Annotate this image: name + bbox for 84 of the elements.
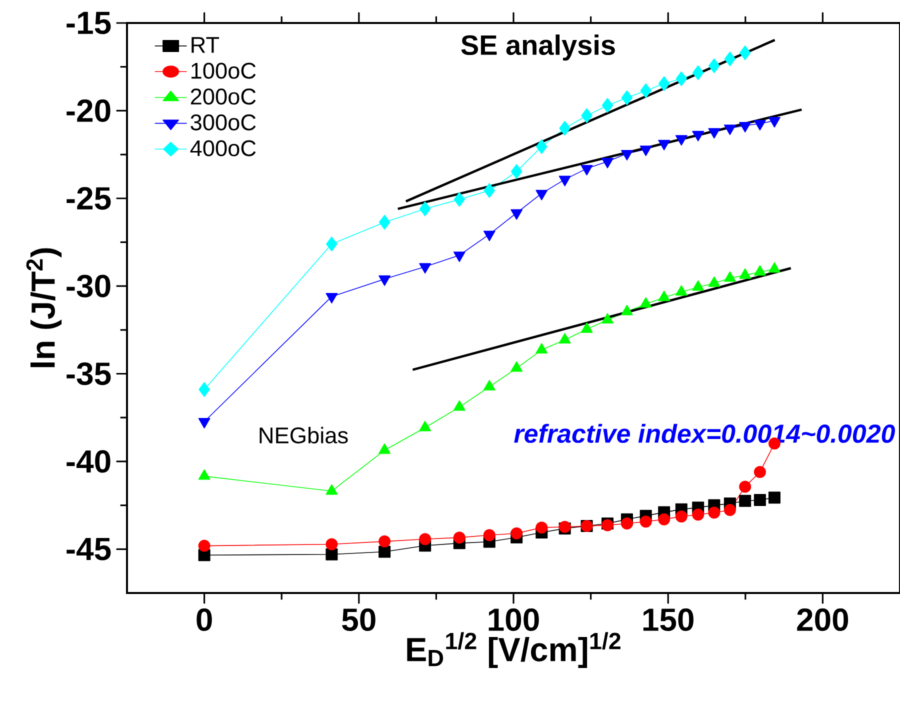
point — [640, 83, 652, 98]
point — [739, 480, 752, 493]
point — [580, 164, 593, 176]
x-tick-label: 50 — [342, 608, 376, 632]
point — [536, 522, 548, 534]
point — [708, 58, 720, 74]
point — [640, 146, 652, 156]
point — [754, 120, 766, 131]
point — [692, 130, 704, 142]
point — [602, 98, 614, 113]
point — [326, 538, 338, 550]
point — [676, 71, 688, 86]
y-axis-title: ln (J/T$^{2}$) — [26, 248, 62, 368]
point — [739, 45, 751, 60]
legend-label: RT — [192, 37, 220, 53]
y-tick-label: -25 — [66, 187, 111, 210]
point — [739, 122, 752, 132]
y-tick-label: -15 — [66, 12, 111, 34]
point — [378, 546, 391, 558]
point — [620, 518, 633, 530]
point — [483, 529, 496, 542]
point — [198, 382, 210, 397]
point — [658, 513, 670, 526]
point — [536, 190, 548, 200]
y-tick-label: -20 — [66, 99, 110, 122]
point — [724, 124, 736, 136]
point — [621, 90, 633, 106]
point — [419, 201, 431, 216]
point — [692, 65, 704, 80]
point — [378, 535, 391, 548]
y-tick-label: -35 — [66, 362, 111, 386]
point — [326, 236, 338, 252]
x-tick-label: 200 — [797, 608, 848, 632]
point — [658, 140, 670, 150]
point — [453, 252, 466, 262]
point — [692, 508, 704, 521]
y-tick-label: -40 — [66, 450, 110, 473]
point — [768, 117, 780, 128]
point — [559, 120, 570, 136]
x-axis-title: E$_{D}$$^{1/2}$ [V/cm]$^{1/2}$ — [407, 632, 620, 668]
y-tick-label: -30 — [66, 274, 110, 298]
point — [708, 128, 720, 139]
point — [621, 150, 633, 160]
point — [724, 52, 736, 66]
point — [198, 540, 210, 552]
annotation: refractive index=0.0014~0.0020 — [514, 424, 895, 443]
point — [675, 135, 688, 146]
point — [640, 516, 652, 528]
annotation: SE analysis — [461, 34, 615, 61]
point — [326, 548, 338, 560]
point — [658, 76, 670, 92]
x-tick-label: 0 — [196, 608, 212, 632]
legend-label: 200oC — [190, 88, 256, 105]
legend-label: 400oC — [190, 140, 256, 156]
point — [453, 532, 466, 544]
point — [754, 466, 766, 478]
x-tick-label: 100 — [488, 608, 539, 632]
point — [739, 494, 752, 507]
point — [536, 139, 548, 154]
point — [378, 214, 390, 230]
point — [581, 108, 592, 123]
point — [754, 494, 766, 506]
point — [419, 533, 432, 546]
point — [510, 527, 523, 540]
y-tick-label: -45 — [66, 538, 111, 560]
point — [378, 275, 391, 286]
point — [198, 418, 210, 428]
point — [510, 209, 523, 220]
x-tick-label: 150 — [643, 608, 694, 632]
legend-label: 100oC — [192, 62, 256, 79]
legend-label: 300oC — [190, 114, 256, 130]
point — [510, 164, 522, 179]
point — [419, 263, 432, 274]
point — [483, 230, 496, 242]
point — [602, 158, 614, 168]
point — [724, 504, 736, 516]
point — [558, 176, 571, 186]
annotation: NEGbias — [260, 426, 348, 444]
point — [326, 292, 338, 304]
point — [768, 492, 780, 504]
point — [675, 510, 688, 523]
point — [454, 192, 466, 207]
point — [484, 183, 496, 198]
point — [708, 506, 720, 519]
